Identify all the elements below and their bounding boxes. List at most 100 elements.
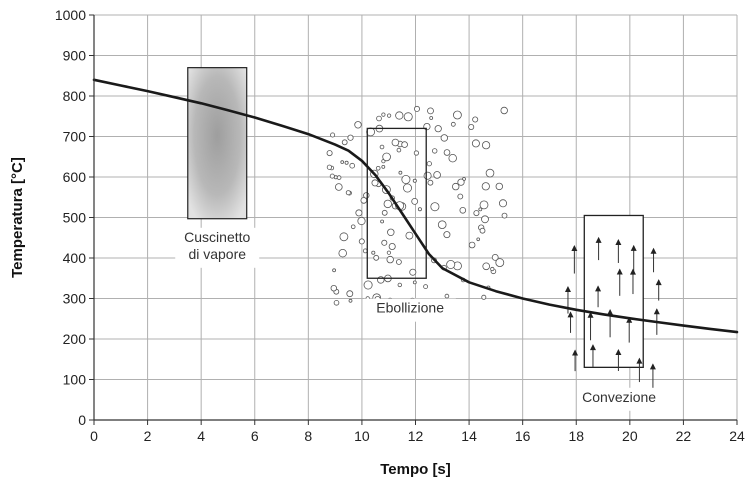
bubble — [382, 152, 391, 162]
cooling-curve — [92, 78, 739, 334]
y-tick-label: 900 — [63, 48, 87, 64]
annotation-bg — [175, 227, 260, 268]
bubble — [391, 138, 400, 147]
bubble — [457, 193, 464, 200]
arrow-head — [650, 247, 657, 254]
arrow-head — [649, 363, 656, 370]
bubble — [373, 254, 380, 261]
y-tick-label: 700 — [63, 129, 87, 145]
bubble — [355, 209, 363, 217]
bubble — [423, 171, 432, 180]
bubble — [347, 134, 354, 141]
bubble — [344, 160, 349, 165]
bubble — [375, 166, 381, 171]
arrow-head — [655, 279, 662, 286]
x-tick-label: 10 — [354, 428, 370, 444]
annotation-bg — [577, 387, 662, 411]
bubble — [326, 164, 332, 170]
bubble — [476, 237, 481, 242]
arrow-head — [595, 285, 602, 292]
bubble — [427, 107, 434, 115]
bubble — [423, 284, 429, 290]
arrow-head — [626, 316, 633, 323]
x-tick-label: 22 — [676, 428, 692, 444]
bubble — [401, 174, 411, 184]
arrow-head — [595, 236, 602, 243]
bubble — [472, 116, 479, 123]
bubble — [332, 268, 337, 273]
bubble — [495, 258, 505, 268]
bubble — [330, 285, 337, 292]
y-tick-label: 600 — [63, 169, 87, 185]
bubble — [341, 139, 348, 146]
bubble — [446, 259, 456, 269]
arrow-head — [607, 309, 614, 316]
bubble — [443, 149, 451, 156]
bubble — [401, 141, 408, 148]
x-tick-label: 24 — [729, 428, 745, 444]
annotation-label: Convezione — [582, 389, 656, 405]
bubble — [491, 253, 499, 261]
bubble — [468, 124, 475, 131]
bubble — [430, 202, 440, 212]
bubble — [498, 199, 507, 208]
arrow-head — [587, 311, 594, 318]
bubble — [490, 266, 495, 272]
bubble — [479, 200, 489, 210]
bubble — [330, 132, 336, 138]
bubble — [437, 220, 447, 230]
bubble — [440, 134, 448, 142]
bubble — [448, 153, 457, 163]
bubble — [397, 282, 402, 288]
bubble — [479, 227, 486, 234]
bubble — [426, 161, 432, 167]
bubble — [473, 210, 480, 217]
axes: 0 2 4 6 8 10 12 14 16 18 20 22 240100200300400500600… — [55, 7, 745, 444]
bubble — [433, 171, 441, 179]
bubble — [383, 199, 392, 209]
annotation-label: Ebollizione — [376, 300, 444, 316]
bubble — [481, 141, 491, 150]
bubble — [452, 110, 462, 120]
boiling-bubbles — [326, 105, 508, 306]
bubble — [338, 248, 347, 258]
bubble — [363, 280, 373, 290]
arrow-head — [615, 238, 622, 245]
bubble — [427, 179, 434, 186]
y-tick-label: 0 — [78, 412, 86, 428]
bubble — [413, 105, 420, 112]
bubble — [471, 139, 480, 148]
x-tick-label: 2 — [144, 428, 152, 444]
bubble — [371, 250, 376, 255]
bubble — [350, 224, 356, 230]
bubble — [346, 290, 354, 298]
bubble — [357, 216, 366, 226]
bubble — [381, 239, 388, 246]
y-tick-label: 800 — [63, 88, 87, 104]
bubble — [402, 183, 412, 193]
x-tick-label: 8 — [304, 428, 312, 444]
x-tick-label: 0 — [90, 428, 98, 444]
bubble — [345, 190, 351, 196]
arrow-head — [567, 311, 574, 318]
bubble — [326, 150, 333, 157]
bubble — [354, 121, 362, 129]
regions — [187, 67, 662, 391]
bubble — [379, 144, 385, 150]
x-tick-label: 6 — [251, 428, 259, 444]
bubble — [403, 112, 413, 122]
arrow-head — [653, 308, 660, 315]
bubble — [376, 115, 382, 122]
y-tick-label: 1000 — [55, 7, 86, 23]
arrow-head — [636, 357, 643, 364]
bubble — [358, 238, 365, 245]
y-tick-label: 300 — [63, 291, 87, 307]
bubble — [468, 241, 476, 249]
bubble — [349, 162, 356, 169]
bubble — [500, 106, 508, 115]
arrow-head — [630, 244, 637, 251]
bubble — [380, 219, 385, 224]
boiling-region — [366, 127, 427, 279]
bubble — [501, 212, 508, 219]
